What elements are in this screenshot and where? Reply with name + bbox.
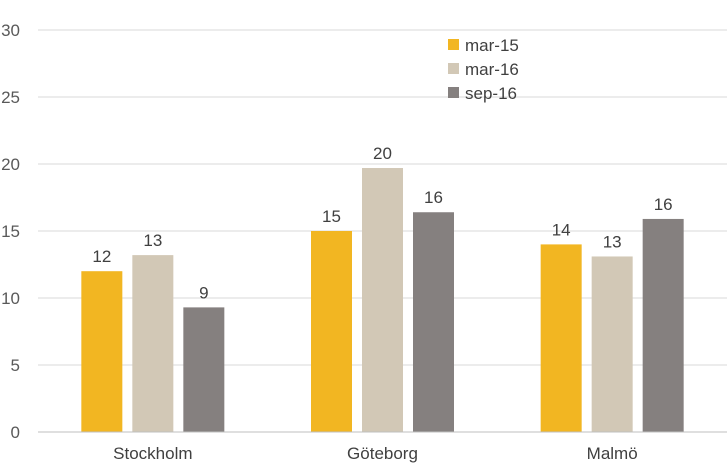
bar-mar-16-Stockholm <box>132 255 174 432</box>
y-tick-label: 25 <box>1 88 20 107</box>
data-label: 20 <box>373 144 392 163</box>
bar-mar-16-Malmö <box>591 256 633 432</box>
category-labels: Stockholm Göteborg Malmö <box>113 444 638 463</box>
category-label: Göteborg <box>347 444 418 463</box>
y-axis-ticks: 0 5 10 15 20 25 30 <box>1 21 20 442</box>
bar-mar-15-Stockholm <box>81 271 123 432</box>
bar-mar-15-Malmö <box>540 244 582 432</box>
bar-mar-16-Göteborg <box>362 168 403 432</box>
y-tick-label: 15 <box>1 222 20 241</box>
data-label: 13 <box>143 231 162 250</box>
data-label: 13 <box>603 232 622 251</box>
bar-sep-16-Stockholm <box>183 307 225 432</box>
y-tick-label: 10 <box>1 289 20 308</box>
legend-label: sep-16 <box>465 84 517 103</box>
y-tick-label: 30 <box>1 21 20 40</box>
legend-swatch <box>448 63 459 74</box>
y-tick-label: 20 <box>1 155 20 174</box>
bar-mar-15-Göteborg <box>311 231 352 432</box>
data-label: 15 <box>322 207 341 226</box>
category-label: Stockholm <box>113 444 192 463</box>
data-label: 16 <box>424 188 443 207</box>
category-label: Malmö <box>587 444 638 463</box>
data-labels: 12 13 9 15 20 16 14 13 16 <box>92 144 672 302</box>
bar-sep-16-Malmö <box>642 218 684 432</box>
legend-swatch <box>448 39 459 50</box>
legend: mar-15 mar-16 sep-16 <box>448 36 519 103</box>
data-label: 12 <box>92 247 111 266</box>
bar-sep-16-Göteborg <box>413 212 454 432</box>
y-tick-label: 5 <box>11 356 20 375</box>
data-label: 9 <box>199 283 208 302</box>
data-label: 16 <box>654 195 673 214</box>
legend-swatch <box>448 87 459 98</box>
legend-label: mar-16 <box>465 60 519 79</box>
legend-label: mar-15 <box>465 36 519 55</box>
bars <box>81 168 684 432</box>
data-label: 14 <box>552 220 571 239</box>
y-tick-label: 0 <box>11 423 20 442</box>
